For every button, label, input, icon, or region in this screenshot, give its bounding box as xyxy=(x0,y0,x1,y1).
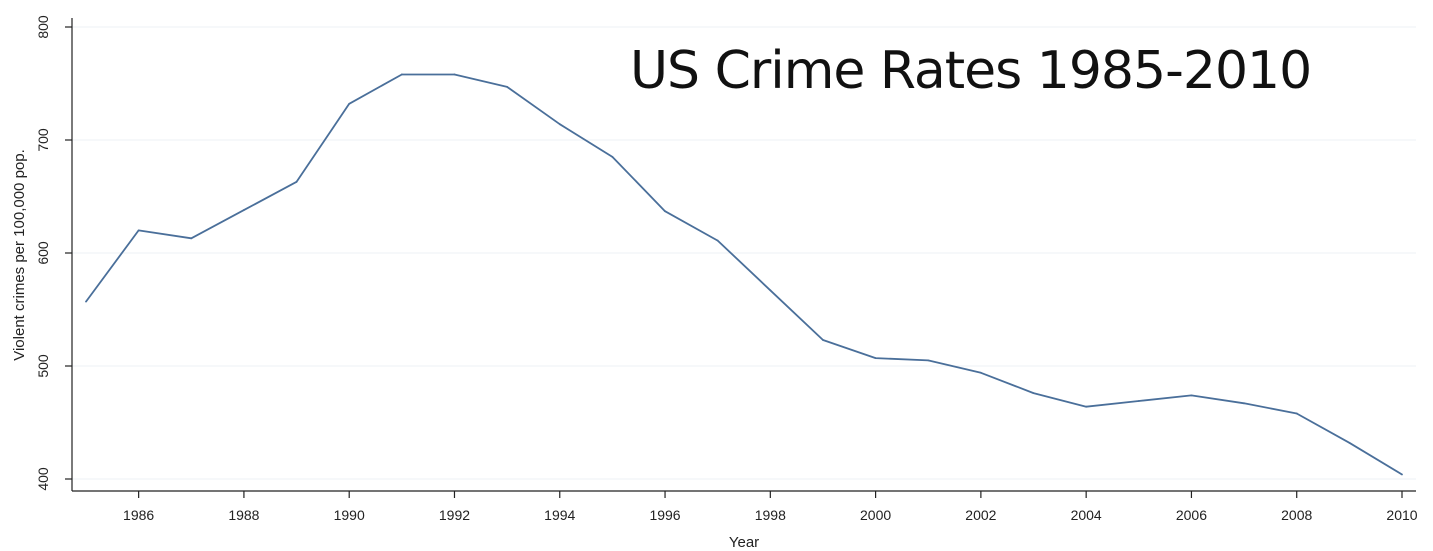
data-point-1994 xyxy=(558,123,561,126)
data-point-1986 xyxy=(137,229,140,232)
y-tick-label-700: 700 xyxy=(35,128,51,152)
x-tick-label-1988: 1988 xyxy=(228,507,259,523)
x-tick-label-1994: 1994 xyxy=(544,507,575,523)
data-point-2009 xyxy=(1348,441,1351,444)
y-tick-label-400: 400 xyxy=(35,467,51,491)
y-tick-label-500: 500 xyxy=(35,354,51,378)
x-tick-label-1996: 1996 xyxy=(649,507,680,523)
x-tick-label-1990: 1990 xyxy=(334,507,365,523)
data-point-2000 xyxy=(874,357,877,359)
data-point-2002 xyxy=(979,371,982,374)
x-tick-label-1998: 1998 xyxy=(755,507,786,523)
data-point-2004 xyxy=(1085,405,1088,408)
y-tick-label-600: 600 xyxy=(35,241,51,265)
y-axis-title: Violent crimes per 100,000 pop. xyxy=(11,149,28,361)
x-axis-title: Year xyxy=(729,534,759,551)
x-tick-label-2000: 2000 xyxy=(860,507,891,523)
data-point-1992 xyxy=(453,73,456,76)
data-point-2003 xyxy=(1032,392,1035,395)
x-tick-label-2004: 2004 xyxy=(1071,507,1102,523)
y-tick-label-800: 800 xyxy=(35,15,51,39)
x-tick-label-2010: 2010 xyxy=(1386,507,1417,523)
data-point-2005 xyxy=(1137,400,1140,402)
data-point-1990 xyxy=(348,102,351,105)
y-axis-ticks: 400 500 600 700 800 xyxy=(35,15,72,491)
x-tick-label-2006: 2006 xyxy=(1176,507,1207,523)
data-point-2006 xyxy=(1190,394,1193,397)
series-group xyxy=(85,73,1403,476)
data-point-1993 xyxy=(506,85,509,88)
data-point-1997 xyxy=(716,239,719,242)
x-axis-ticks: 1986 1988 1990 1992 1994 1996 1998 2000 2002 2004… xyxy=(123,491,1418,523)
series-line-0 xyxy=(85,73,1403,476)
data-point-1998 xyxy=(769,289,772,292)
data-point-1995 xyxy=(611,156,614,158)
data-point-1987 xyxy=(190,237,193,240)
x-tick-label-1992: 1992 xyxy=(439,507,470,523)
gridlines xyxy=(72,26,1416,480)
x-tick-label-1986: 1986 xyxy=(123,507,154,523)
data-point-2007 xyxy=(1243,402,1245,405)
data-point-1991 xyxy=(400,73,403,76)
data-point-1989 xyxy=(295,180,298,183)
data-point-1996 xyxy=(664,210,666,213)
data-point-1988 xyxy=(243,209,245,211)
chart-title: US Crime Rates 1985-2010 xyxy=(630,41,1311,101)
x-tick-label-2008: 2008 xyxy=(1281,507,1312,523)
data-point-1985 xyxy=(85,300,87,303)
data-point-2008 xyxy=(1295,412,1298,415)
x-tick-label-2002: 2002 xyxy=(965,507,996,523)
data-point-1999 xyxy=(822,339,824,341)
data-point-2001 xyxy=(927,359,930,362)
data-point-2010 xyxy=(1401,473,1403,476)
